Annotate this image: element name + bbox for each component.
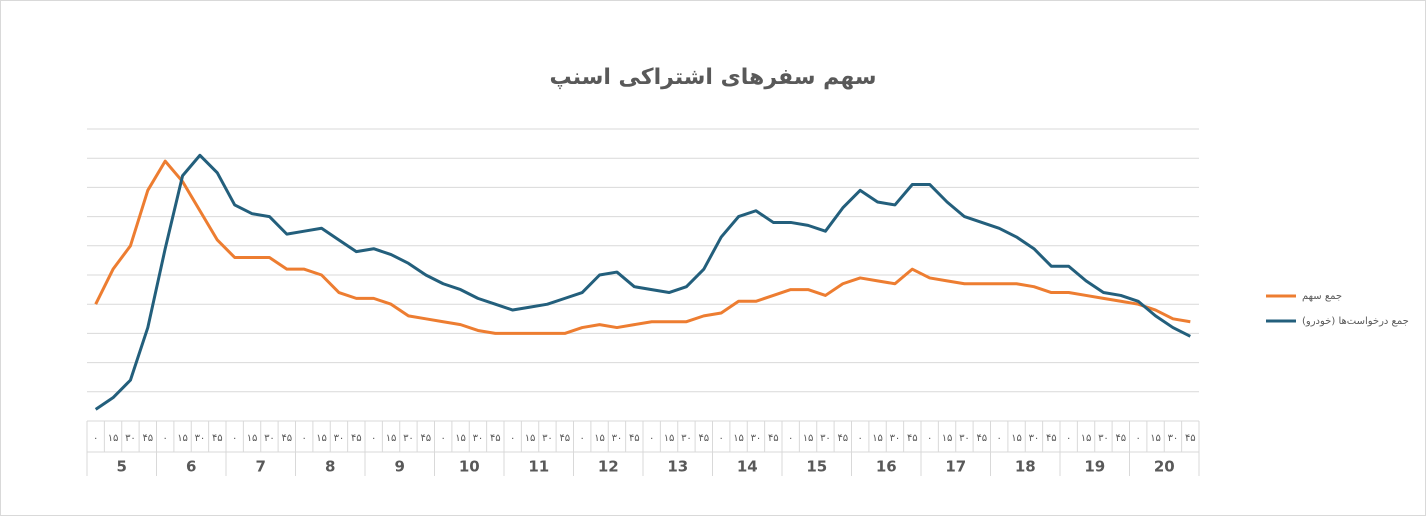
- x-tick-label: ۴۵: [420, 433, 431, 444]
- x-tick-label: ٠: [719, 433, 724, 444]
- x-tick-label: ۱۵: [316, 433, 327, 444]
- x-tick-label: ٠: [997, 433, 1002, 444]
- x-group-label: 7: [256, 458, 266, 476]
- x-tick-label: ۳۰: [1168, 433, 1179, 444]
- x-group-label: 6: [186, 458, 196, 476]
- x-tick-label: ٠: [163, 433, 168, 444]
- x-tick-label: ٠: [649, 433, 654, 444]
- x-tick-label: ۴۵: [490, 433, 501, 444]
- x-tick-label: ٠: [371, 433, 376, 444]
- x-tick-label: ۴۵: [142, 433, 153, 444]
- x-tick-label: ۴۵: [768, 433, 779, 444]
- x-tick-label: ۴۵: [281, 433, 292, 444]
- legend-label: جمع درخواست‌ها (خودرو): [1302, 316, 1409, 327]
- x-tick-label: ٠: [232, 433, 237, 444]
- x-tick-label: ۳۰: [1098, 433, 1109, 444]
- x-group-label: 10: [459, 458, 480, 476]
- series-line: [94, 159, 1191, 335]
- x-tick-label: ۴۵: [1046, 433, 1057, 444]
- x-tick-label: ۳۰: [473, 433, 484, 444]
- x-tick-label: ۳۰: [612, 433, 623, 444]
- x-tick-label: ۳۰: [195, 433, 206, 444]
- x-tick-label: ۴۵: [212, 433, 223, 444]
- x-tick-label: ۳۰: [1029, 433, 1040, 444]
- x-tick-label: ٠: [927, 433, 932, 444]
- x-tick-label: ۱۵: [525, 433, 536, 444]
- x-tick-label: ۱۵: [942, 433, 953, 444]
- x-group-label: 17: [945, 458, 966, 476]
- x-tick-label: ۱۵: [177, 433, 188, 444]
- x-tick-label: ۳۰: [125, 433, 136, 444]
- x-tick-label: ۱۵: [1011, 433, 1022, 444]
- x-tick-label: ٠: [1066, 433, 1071, 444]
- x-tick-label: ۴۵: [1185, 433, 1196, 444]
- x-tick-label: ۱۵: [803, 433, 814, 444]
- x-group-label: 12: [598, 458, 619, 476]
- x-tick-label: ٠: [1136, 433, 1141, 444]
- x-tick-label: ۳۰: [681, 433, 692, 444]
- x-tick-label: ۴۵: [698, 433, 709, 444]
- x-tick-label: ۱۵: [108, 433, 119, 444]
- chart-title: سهم سفرهای اشتراکی اسنپ: [549, 65, 876, 90]
- x-tick-label: ٠: [441, 433, 446, 444]
- x-tick-label: ۱۵: [594, 433, 605, 444]
- x-tick-label: ۳۰: [403, 433, 414, 444]
- x-tick-label: ۱۵: [1150, 433, 1161, 444]
- x-tick-label: ۴۵: [1115, 433, 1126, 444]
- x-tick-label: ٠: [580, 433, 585, 444]
- x-tick-label: ۴۵: [976, 433, 987, 444]
- x-tick-label: ۳۰: [542, 433, 553, 444]
- x-tick-label: ۴۵: [351, 433, 362, 444]
- x-group-label: 8: [325, 458, 335, 476]
- x-tick-label: ٠: [302, 433, 307, 444]
- x-tick-label: ۱۵: [386, 433, 397, 444]
- legend-label: جمع سهم: [1302, 291, 1342, 302]
- x-group-label: 18: [1015, 458, 1036, 476]
- x-tick-label: ۳۰: [890, 433, 901, 444]
- x-tick-label: ۳۰: [334, 433, 345, 444]
- x-tick-label: ٠: [510, 433, 515, 444]
- x-tick-label: ۳۰: [959, 433, 970, 444]
- x-tick-label: ۴۵: [837, 433, 848, 444]
- x-tick-label: ۱۵: [1081, 433, 1092, 444]
- x-tick-label: ۳۰: [751, 433, 762, 444]
- x-group-label: 19: [1084, 458, 1105, 476]
- x-tick-label: ٠: [93, 433, 98, 444]
- x-group-label: 15: [806, 458, 827, 476]
- x-group-label: 11: [528, 458, 549, 476]
- x-tick-label: ۱۵: [247, 433, 258, 444]
- x-group-label: 5: [117, 458, 127, 476]
- x-tick-label: ۳۰: [264, 433, 275, 444]
- series-line: [94, 153, 1191, 411]
- x-group-label: 9: [395, 458, 405, 476]
- x-tick-label: ۴۵: [907, 433, 918, 444]
- x-tick-label: ۱۵: [664, 433, 675, 444]
- x-tick-label: ۱۵: [455, 433, 466, 444]
- x-tick-label: ۱۵: [733, 433, 744, 444]
- x-tick-label: ۱۵: [872, 433, 883, 444]
- x-tick-label: ٠: [858, 433, 863, 444]
- x-group-label: 13: [667, 458, 688, 476]
- x-group-label: 20: [1154, 458, 1175, 476]
- x-tick-label: ۳۰: [820, 433, 831, 444]
- x-tick-label: ۴۵: [559, 433, 570, 444]
- x-tick-label: ۴۵: [629, 433, 640, 444]
- x-tick-label: ٠: [788, 433, 793, 444]
- x-group-label: 16: [876, 458, 897, 476]
- x-group-label: 14: [737, 458, 758, 476]
